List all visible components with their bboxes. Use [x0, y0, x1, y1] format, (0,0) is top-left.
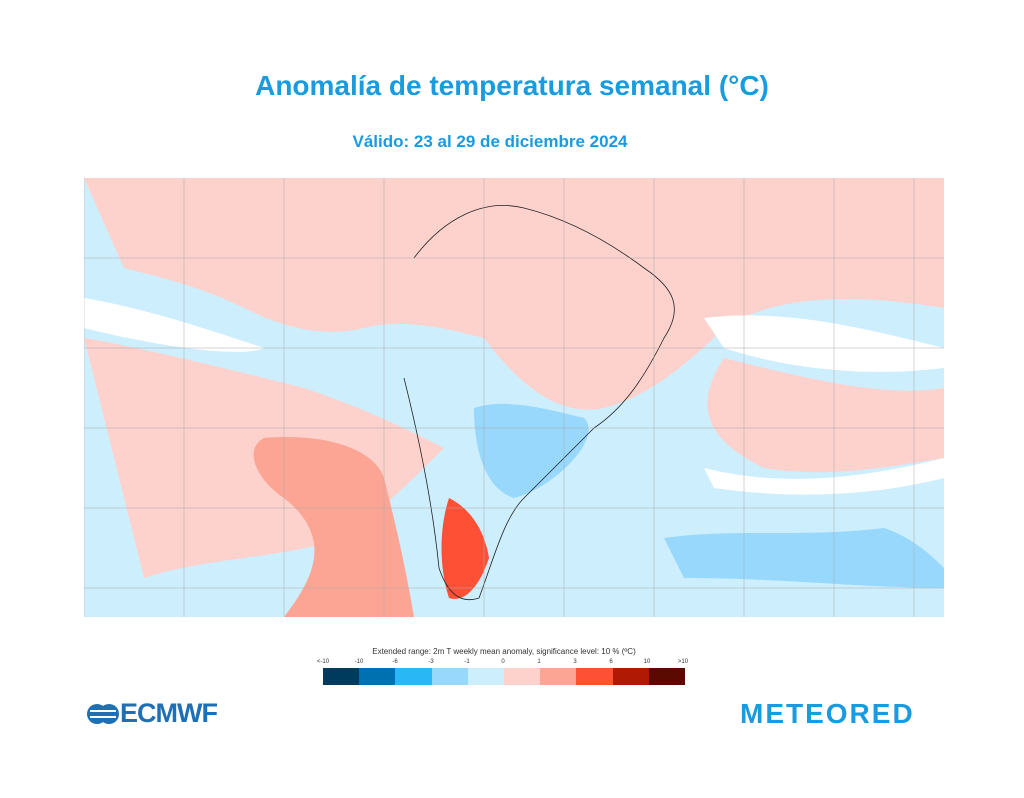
anomaly-warm-east — [707, 358, 944, 473]
legend-tick: 0 — [501, 659, 505, 665]
anomaly-warm-pacific — [253, 437, 414, 617]
meteored-logo: METEORED — [740, 698, 915, 729]
legend-tick: <-10 — [316, 659, 330, 665]
anomaly-cool-south — [664, 528, 944, 588]
legend-swatch — [431, 668, 468, 685]
anomaly-white-band — [84, 298, 944, 495]
legend-swatch — [612, 668, 649, 685]
legend-title: Extended range: 2m T weekly mean anomaly… — [372, 647, 636, 656]
anomaly-cool-plata — [474, 403, 589, 498]
legend-tick: 10 — [643, 659, 651, 665]
legend-tick: -3 — [428, 659, 434, 665]
legend-color-bar — [323, 668, 686, 685]
page-title: Anomalía de temperatura semanal (°C) — [255, 70, 769, 101]
legend-swatch — [648, 668, 686, 685]
legend-tick: 3 — [573, 659, 577, 665]
legend-swatch — [359, 668, 396, 685]
ecmwf-text: ECMWF — [120, 698, 218, 728]
anomaly-hot-patagonia — [441, 498, 489, 599]
legend-tick: 6 — [609, 659, 613, 665]
legend-tick: 1 — [537, 659, 541, 665]
valid-date: Válido: 23 al 29 de diciembre 2024 — [352, 132, 628, 151]
legend-tick: -1 — [464, 659, 470, 665]
legend-swatch — [467, 668, 505, 685]
anomaly-warm-north — [84, 178, 944, 410]
legend-tick: -6 — [392, 659, 398, 665]
temperature-anomaly-map — [84, 178, 944, 617]
ecmwf-waves-icon — [87, 703, 119, 724]
grid-lines — [84, 178, 944, 617]
legend-swatch — [504, 668, 541, 685]
ecmwf-logo: ECMWF — [86, 698, 218, 729]
legend-swatch — [576, 668, 613, 685]
legend-swatch — [323, 668, 360, 685]
legend-tick: -10 — [354, 659, 364, 665]
legend-swatch — [540, 668, 577, 685]
color-legend: Extended range: 2m T weekly mean anomaly… — [316, 647, 690, 685]
legend-swatch — [395, 668, 432, 685]
legend-tick: >10 — [677, 659, 689, 665]
